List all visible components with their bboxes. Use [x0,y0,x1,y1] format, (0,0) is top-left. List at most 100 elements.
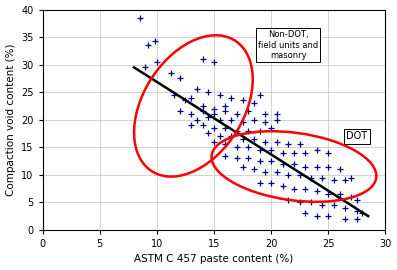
Point [211,60,217,64]
Point [205,131,212,136]
Point [308,176,314,180]
Point [234,112,240,116]
Point [297,142,303,147]
Point [354,217,360,221]
Point [274,117,280,122]
Point [239,120,246,125]
Point [142,65,148,70]
Point [291,162,297,166]
Point [251,137,257,141]
Point [359,211,366,215]
Point [199,109,206,114]
Point [262,112,268,116]
Point [228,134,234,139]
Point [268,181,274,185]
Point [137,16,143,20]
Point [216,93,223,97]
Point [216,117,223,122]
Point [222,126,229,130]
Point [331,178,337,183]
Point [279,162,286,166]
Point [291,186,297,191]
Point [302,211,308,215]
Point [216,134,223,139]
Point [285,173,291,177]
Point [325,164,331,169]
Point [228,117,234,122]
Point [274,170,280,174]
Point [325,214,331,218]
Point [354,208,360,213]
Point [262,120,268,125]
Y-axis label: Compaction void content (%): Compaction void content (%) [6,43,15,196]
Point [199,123,206,127]
Point [211,126,217,130]
Point [222,142,229,147]
Point [256,93,263,97]
Point [268,148,274,152]
Point [211,140,217,144]
Point [245,129,251,133]
X-axis label: ASTM C 457 paste content (%): ASTM C 457 paste content (%) [134,254,294,264]
Point [319,203,326,207]
Point [222,153,229,158]
Point [251,101,257,105]
Point [274,140,280,144]
Point [348,176,354,180]
Point [145,43,151,48]
Point [234,145,240,149]
Point [302,151,308,155]
Point [348,195,354,199]
Point [314,214,320,218]
Point [336,192,343,196]
Point [222,104,229,108]
Point [251,117,257,122]
Point [331,203,337,207]
Point [188,123,194,127]
Point [297,173,303,177]
Point [245,156,251,160]
Point [314,164,320,169]
Point [234,129,240,133]
Point [354,197,360,202]
Point [211,112,217,116]
Point [256,181,263,185]
Point [177,76,183,80]
Text: Non-DOT,
field units and
masonry: Non-DOT, field units and masonry [258,31,318,60]
Point [256,129,263,133]
Point [274,112,280,116]
Point [325,192,331,196]
Point [308,200,314,204]
Point [199,104,206,108]
Point [262,170,268,174]
Point [234,156,240,160]
Point [199,57,206,61]
Point [336,167,343,171]
Point [302,164,308,169]
Point [228,96,234,100]
Point [251,167,257,171]
Point [194,117,200,122]
Point [239,137,246,141]
Point [205,115,212,119]
Point [285,142,291,147]
Point [342,178,349,183]
Point [325,151,331,155]
Point [182,98,189,103]
Point [154,60,160,64]
Point [256,159,263,163]
Point [268,126,274,130]
Point [168,71,174,75]
Point [279,184,286,188]
Point [291,151,297,155]
Point [194,87,200,92]
Point [262,140,268,144]
Point [245,145,251,149]
Point [314,189,320,194]
Point [256,148,263,152]
Point [188,112,194,116]
Point [188,96,194,100]
Point [245,109,251,114]
Point [177,109,183,114]
Point [222,109,229,114]
